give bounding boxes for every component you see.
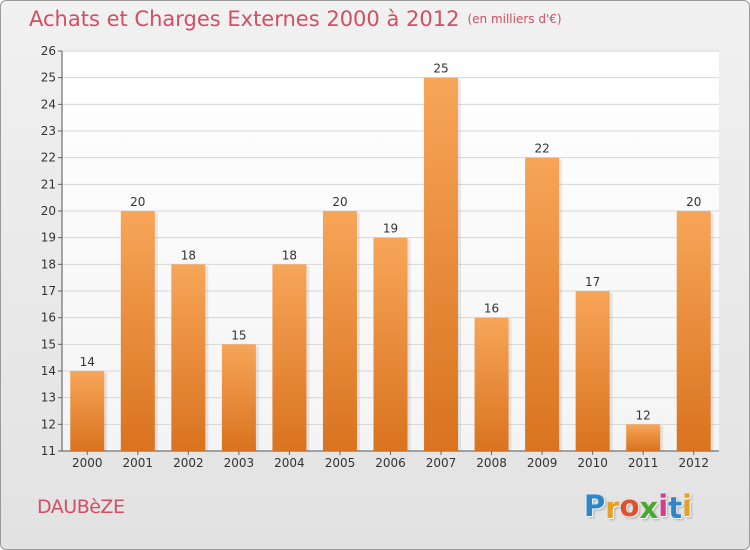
bar-2011 <box>626 424 661 451</box>
y-tick-label: 22 <box>41 151 56 165</box>
y-tick-label: 25 <box>41 71 56 85</box>
x-tick-label: 2001 <box>123 456 154 470</box>
y-tick-label: 12 <box>41 417 56 431</box>
data-label: 17 <box>585 275 600 289</box>
logo-letter: r <box>605 491 620 525</box>
data-label: 25 <box>433 62 448 76</box>
y-tick-label: 24 <box>41 97 56 111</box>
bar-2002 <box>171 264 206 451</box>
bar-2008 <box>474 317 509 451</box>
y-tick-label: 16 <box>41 311 56 325</box>
data-label: 22 <box>534 142 549 156</box>
proxiti-logo[interactable]: Proxiti <box>584 489 693 525</box>
x-tick-label: 2009 <box>527 456 558 470</box>
plot-area: 11 12 13 14 15 16 17 18 19 20 21 22 23 24 25 26 14 2000 20… <box>41 44 719 470</box>
y-tick-label: 23 <box>41 124 56 138</box>
bar-2007 <box>424 77 459 452</box>
logo-letter: x <box>639 491 659 525</box>
logo-letter: o <box>619 489 640 523</box>
x-tick-label: 2005 <box>325 456 356 470</box>
y-tick-label: 19 <box>41 231 56 245</box>
y-tick-label: 21 <box>41 177 56 191</box>
x-tick-label: 2011 <box>628 456 659 470</box>
logo-letter: P <box>584 489 606 523</box>
chart-unit: (en milliers d'€) <box>467 12 562 26</box>
x-tick-label: 2007 <box>426 456 457 470</box>
data-label: 20 <box>332 195 347 209</box>
x-tick-label: 2006 <box>375 456 406 470</box>
logo-letter: i <box>658 489 669 523</box>
data-label: 15 <box>231 328 246 342</box>
bar-2009 <box>525 157 560 451</box>
bar-2003 <box>221 344 256 451</box>
data-label: 19 <box>383 222 398 236</box>
bar-2004 <box>272 264 307 451</box>
y-tick-label: 14 <box>41 364 56 378</box>
y-tick-label: 18 <box>41 257 56 271</box>
y-tick-label: 13 <box>41 391 56 405</box>
bar-2010 <box>575 291 610 451</box>
data-label: 14 <box>80 355 95 369</box>
y-tick-label: 17 <box>41 284 56 298</box>
bar-2005 <box>322 211 357 451</box>
y-tick-label: 26 <box>41 44 56 58</box>
bar-2001 <box>120 211 155 451</box>
x-tick-label: 2008 <box>476 456 507 470</box>
logo-letter: i <box>682 489 693 523</box>
commune-name: DAUBèZE <box>37 496 125 518</box>
bar-2006 <box>373 237 408 451</box>
bar-2000 <box>70 371 105 451</box>
data-label: 20 <box>686 195 701 209</box>
y-tick-label: 15 <box>41 337 56 351</box>
data-label: 18 <box>181 248 196 262</box>
x-tick-label: 2000 <box>72 456 103 470</box>
x-tick-label: 2003 <box>224 456 255 470</box>
x-tick-label: 2012 <box>678 456 709 470</box>
x-tick-label: 2010 <box>577 456 608 470</box>
chart-title-text: Achats et Charges Externes 2000 à 2012 <box>29 7 460 31</box>
x-tick-label: 2004 <box>274 456 305 470</box>
chart-title: Achats et Charges Externes 2000 à 2012 (e… <box>29 7 562 31</box>
data-label: 18 <box>282 248 297 262</box>
y-tick-label: 20 <box>41 204 56 218</box>
data-label: 12 <box>636 408 651 422</box>
x-tick-label: 2002 <box>173 456 204 470</box>
data-label: 16 <box>484 302 499 316</box>
bar-2012 <box>676 211 711 451</box>
y-tick-label: 11 <box>41 444 56 458</box>
logo-letter: t <box>668 491 683 525</box>
data-label: 20 <box>130 195 145 209</box>
